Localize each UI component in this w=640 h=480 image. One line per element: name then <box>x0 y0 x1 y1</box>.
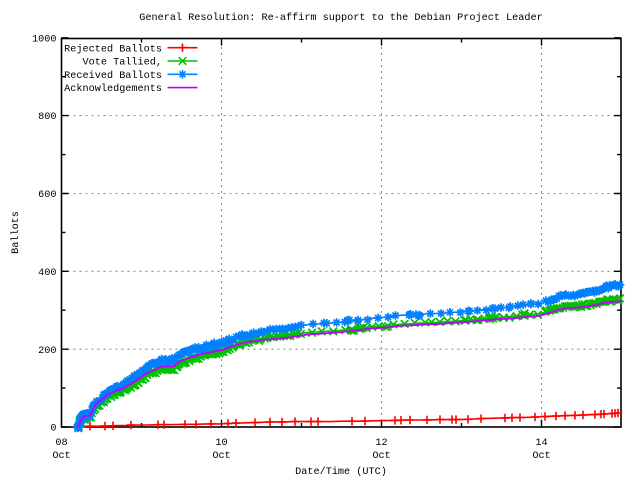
svg-text:10: 10 <box>215 438 227 449</box>
svg-text:Acknowledgements: Acknowledgements <box>64 83 162 95</box>
svg-text:General Resolution: Re-affirm: General Resolution: Re-affirm support to… <box>139 12 543 24</box>
svg-text:1000: 1000 <box>32 34 56 45</box>
svg-text:Oct: Oct <box>52 451 70 462</box>
svg-text:600: 600 <box>38 190 56 201</box>
svg-text:0: 0 <box>50 424 56 435</box>
svg-text:400: 400 <box>38 268 56 279</box>
svg-text:14: 14 <box>535 438 547 449</box>
svg-text:200: 200 <box>38 346 56 357</box>
svg-text:Oct: Oct <box>212 451 230 462</box>
svg-text:Rejected Ballots: Rejected Ballots <box>64 43 162 55</box>
svg-text:Received Ballots: Received Ballots <box>64 70 162 82</box>
svg-text:08: 08 <box>55 438 67 449</box>
svg-text:12: 12 <box>375 438 387 449</box>
svg-text:Oct: Oct <box>372 451 390 462</box>
svg-text:Ballots: Ballots <box>10 211 22 254</box>
svg-text:Date/Time (UTC): Date/Time (UTC) <box>295 466 387 478</box>
svg-text:Vote Tallied,: Vote Tallied, <box>83 57 162 69</box>
svg-text:800: 800 <box>38 112 56 123</box>
svg-text:Oct: Oct <box>532 451 550 462</box>
